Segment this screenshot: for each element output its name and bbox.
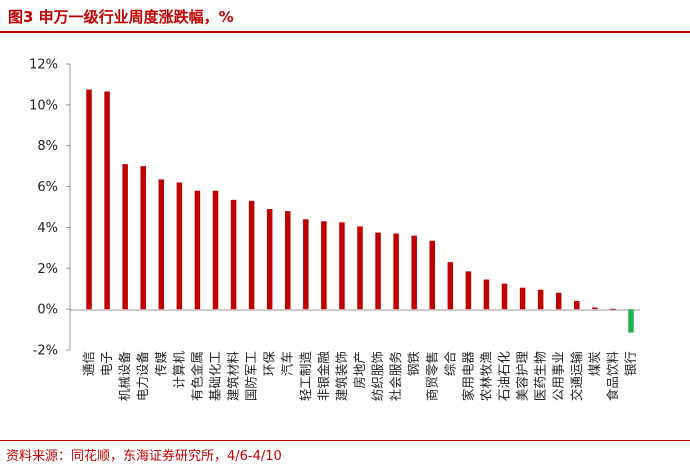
y-tick-label: 8% (37, 139, 58, 154)
x-tick-label: 石油石化 (497, 351, 512, 402)
x-tick-label: 综合 (442, 351, 457, 377)
bar (194, 190, 201, 310)
bar (592, 307, 598, 310)
bar (140, 166, 146, 310)
bar (158, 179, 165, 310)
bar (176, 182, 183, 310)
x-tick-label: 银行 (623, 351, 638, 376)
title-rule (0, 31, 690, 33)
bar (483, 279, 490, 310)
x-tick-label: 非银金融 (316, 351, 331, 402)
bar (230, 199, 237, 310)
bar (610, 308, 616, 310)
bar (284, 211, 291, 310)
bar (447, 262, 454, 310)
bar (212, 190, 219, 310)
x-tick-label: 纺织服饰 (370, 351, 385, 401)
bar (574, 300, 580, 310)
x-tick-label: 汽车 (280, 351, 295, 376)
x-tick-label: 轻工制造 (298, 351, 313, 402)
x-tick-label: 有色金属 (189, 351, 204, 401)
source-note: 资料来源：同花顺，东海证券研究所，4/6-4/10 (6, 449, 282, 464)
x-tick-label: 美容护理 (515, 351, 530, 402)
bar-chart: -2% 0% 2% 4% 6% 8% 10% 12% 通信 电子 机械设备 电力设备 传媒 计算机 有色金… (29, 58, 640, 402)
figure-title: 图3 申万一级行业周度涨跌幅，% (8, 8, 234, 26)
y-tick-label: -2% (33, 344, 58, 359)
x-tick-label: 传媒 (153, 351, 168, 377)
x-tick-label: 农林牧渔 (478, 351, 493, 401)
bar (465, 271, 472, 310)
source-rule (0, 440, 690, 441)
bar (357, 226, 363, 310)
x-tick-label: 国防军工 (244, 351, 259, 401)
x-tick-label: 社会服务 (388, 351, 403, 401)
bar (537, 289, 544, 310)
bar (86, 89, 92, 310)
y-tick-label: 2% (37, 262, 58, 277)
y-axis-ticks: -2% 0% 2% 4% 6% 8% 10% 12% (29, 58, 70, 359)
bar (266, 209, 273, 310)
bar (321, 221, 327, 310)
bar (104, 91, 110, 310)
bar (628, 309, 634, 333)
bar (429, 240, 436, 310)
bar (248, 200, 255, 310)
x-tick-label: 通信 (81, 351, 96, 376)
bar (411, 235, 417, 310)
bars (86, 89, 634, 333)
bar (122, 164, 128, 310)
x-tick-label: 钢铁 (406, 351, 421, 377)
y-tick-label: 0% (37, 303, 58, 318)
x-tick-label: 机械设备 (117, 351, 132, 402)
bar (555, 292, 562, 310)
x-tick-label: 建筑装饰 (334, 351, 349, 401)
x-tick-label: 食品饮料 (605, 351, 620, 402)
y-tick-label: 4% (37, 221, 58, 236)
x-axis-labels: 通信 电子 机械设备 电力设备 传媒 计算机 有色金属 基础化工 建筑材料 国防军工 环保 汽车 轻工制… (81, 351, 638, 402)
bar (303, 219, 309, 310)
y-tick-label: 6% (37, 180, 58, 195)
bar (501, 283, 508, 310)
x-tick-label: 电子 (99, 351, 114, 376)
x-tick-label: 房地产 (352, 351, 367, 389)
x-tick-label: 环保 (262, 351, 277, 377)
x-tick-label: 交通运输 (569, 351, 584, 402)
x-tick-label: 建筑材料 (226, 351, 241, 402)
bar (375, 232, 381, 310)
x-tick-label: 计算机 (171, 351, 186, 389)
x-tick-label: 电力设备 (135, 351, 150, 402)
bar (339, 222, 345, 310)
x-tick-label: 煤炭 (587, 351, 602, 376)
x-tick-label: 公用事业 (551, 351, 566, 401)
y-tick-label: 12% (29, 58, 58, 73)
x-tick-label: 家用电器 (460, 351, 475, 402)
x-tick-label: 医药生物 (533, 351, 548, 401)
bar (393, 233, 399, 310)
bar (519, 287, 526, 310)
x-tick-label: 商贸零售 (424, 351, 439, 401)
x-tick-label: 基础化工 (207, 351, 222, 401)
y-tick-label: 10% (29, 98, 58, 113)
